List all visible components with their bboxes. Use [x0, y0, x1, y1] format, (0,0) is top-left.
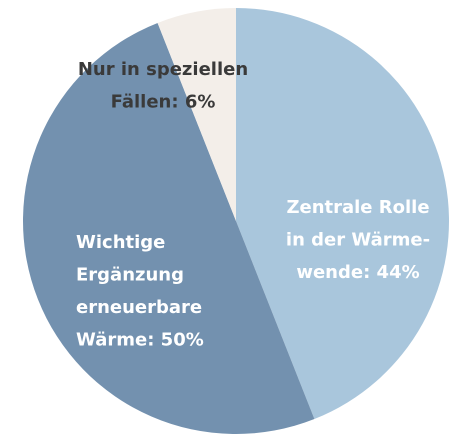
slice-label: in der Wärme- [286, 230, 430, 251]
slice-label: Nur in speziellen [78, 59, 248, 80]
slice-label: Fällen: 6% [111, 92, 216, 113]
slice-label: erneuerbare [76, 297, 202, 318]
pie-slice [22, 22, 315, 434]
pie-slice [157, 8, 236, 221]
pie-slice [236, 8, 450, 420]
slice-label: wende: 44% [296, 262, 419, 283]
slice-label: Ergänzung [76, 265, 184, 286]
slice-label: Zentrale Rolle [286, 197, 429, 218]
slice-label: Wärme: 50% [76, 330, 204, 351]
slice-label: Wichtige [76, 232, 165, 253]
